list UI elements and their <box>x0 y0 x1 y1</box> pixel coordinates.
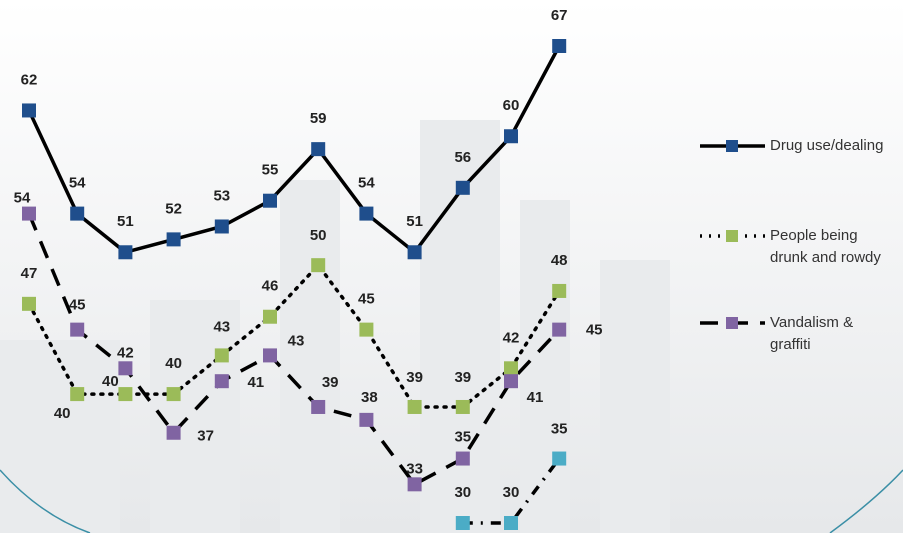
marker <box>118 361 133 376</box>
skyline <box>0 120 670 533</box>
marker <box>70 322 85 337</box>
legend-label: Drug use/dealing <box>770 137 884 154</box>
marker <box>552 39 567 53</box>
marker <box>359 206 374 221</box>
marker <box>552 322 567 337</box>
legend-marker <box>726 140 738 152</box>
data-label: 42 <box>117 344 134 361</box>
data-label: 45 <box>358 291 375 308</box>
data-label: 35 <box>454 429 471 446</box>
marker <box>263 348 277 363</box>
marker <box>166 232 181 247</box>
series-line <box>27 212 561 487</box>
marker <box>504 361 518 376</box>
marker <box>407 399 422 414</box>
data-label: 43 <box>288 332 305 349</box>
marker <box>311 399 326 414</box>
data-label: 55 <box>262 162 279 179</box>
data-label: 53 <box>213 187 230 204</box>
marker <box>70 387 85 402</box>
data-label: 41 <box>247 374 264 391</box>
data-label: 37 <box>197 428 214 445</box>
data-label: 54 <box>14 190 31 207</box>
data-label: 35 <box>551 421 568 438</box>
marker <box>359 322 374 337</box>
marker <box>70 206 85 221</box>
marker <box>504 129 518 144</box>
data-label: 46 <box>262 278 279 295</box>
data-label: 39 <box>454 369 471 386</box>
data-label: 39 <box>322 374 339 391</box>
marker <box>214 219 229 234</box>
marker <box>407 245 422 260</box>
data-label: 45 <box>586 322 603 339</box>
data-label: 60 <box>503 97 520 114</box>
marker <box>455 516 470 530</box>
data-label: 40 <box>102 373 119 390</box>
marker <box>552 451 567 466</box>
marker <box>22 296 36 311</box>
legend-label: People being drunk and rowdy <box>770 227 881 266</box>
data-label: 38 <box>361 389 378 406</box>
data-label: 54 <box>69 175 86 192</box>
marker <box>407 477 422 492</box>
data-label: 62 <box>21 71 38 88</box>
data-label: 67 <box>551 7 568 24</box>
marker <box>22 103 36 118</box>
marker <box>118 387 133 402</box>
marker <box>552 283 567 298</box>
data-label: 42 <box>503 329 520 346</box>
data-label: 51 <box>117 213 134 230</box>
marker <box>166 387 181 402</box>
marker <box>22 206 36 221</box>
marker <box>118 245 133 260</box>
data-label: 33 <box>406 460 423 477</box>
data-label: 51 <box>406 213 423 230</box>
series-line <box>27 262 561 409</box>
marker <box>311 142 326 157</box>
legend-marker <box>726 230 738 242</box>
data-label: 54 <box>358 175 375 192</box>
data-label: 30 <box>503 484 520 501</box>
legend-label: Vandalism & graffiti <box>770 314 854 353</box>
series-line <box>27 45 561 255</box>
marker <box>455 399 470 414</box>
data-label: 59 <box>310 110 327 127</box>
data-label: 45 <box>69 297 86 314</box>
marker <box>359 412 374 427</box>
marker <box>504 374 518 389</box>
marker <box>214 374 229 389</box>
legend-marker <box>726 317 738 329</box>
data-label: 41 <box>527 389 544 406</box>
marker <box>504 516 518 530</box>
marker <box>263 309 277 324</box>
data-label: 56 <box>454 149 471 166</box>
data-label: 43 <box>213 318 230 335</box>
data-label: 40 <box>165 355 182 372</box>
data-label: 40 <box>54 405 71 422</box>
data-label: 47 <box>21 265 38 282</box>
marker <box>311 258 326 273</box>
data-label: 48 <box>551 252 568 269</box>
marker <box>455 451 470 466</box>
marker <box>166 425 181 440</box>
marker <box>455 180 470 195</box>
arc <box>0 469 903 533</box>
marker <box>263 193 277 208</box>
data-label: 50 <box>310 227 327 244</box>
data-label: 52 <box>165 200 182 217</box>
data-label: 39 <box>406 369 423 386</box>
marker <box>214 348 229 363</box>
data-label: 30 <box>454 484 471 501</box>
